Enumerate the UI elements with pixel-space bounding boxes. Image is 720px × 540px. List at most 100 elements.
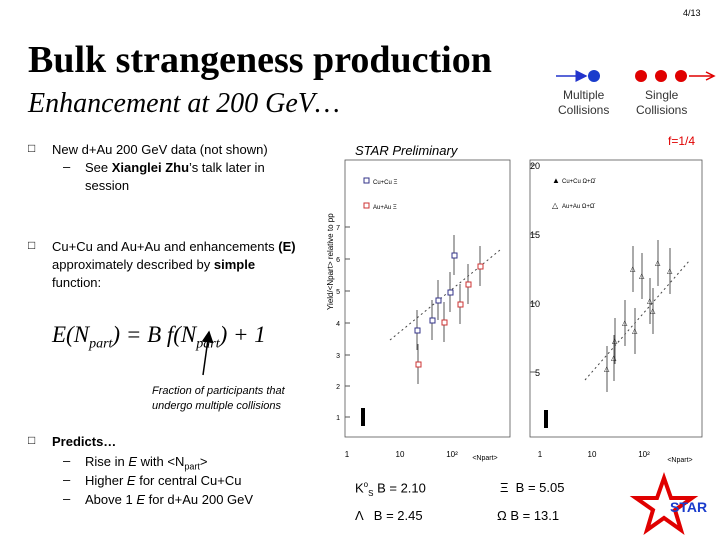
plot-frame [529, 159, 703, 438]
point: △ [604, 366, 610, 373]
x-tick-label: 10² [638, 450, 650, 459]
y-tick-label: 15 [530, 230, 540, 240]
preliminary: STAR Preliminary [355, 143, 458, 158]
sub-bullet: Rise in E with <Npart> [85, 453, 207, 476]
text: Higher [85, 473, 127, 488]
bullet: Predicts… [52, 433, 116, 451]
x-tick-label: 1 [345, 450, 350, 459]
sub-bullet: Above 1 E for d+Au 200 GeV [85, 491, 253, 509]
text: Cu+Cu and Au+Au and enhancements [52, 239, 279, 254]
dash: – [63, 159, 71, 174]
y-tick-label: 20 [530, 161, 540, 171]
legend-text: Au+Au Ω+Ω̄ [562, 204, 595, 210]
annotation: Fraction of participants that undergo mul… [152, 384, 285, 414]
point [415, 361, 422, 368]
text: part [184, 461, 200, 472]
sub-bullet: Higher E for central Cu+Cu [85, 472, 241, 490]
dash: – [63, 491, 71, 506]
x-tick-label: 10 [588, 450, 597, 459]
legend-text: Au+Au Ξ [373, 205, 397, 211]
point: △ [622, 320, 628, 327]
point [441, 319, 448, 326]
point: △ [612, 338, 618, 345]
text: Λ [355, 508, 363, 523]
y-tick-label: 7 [336, 225, 340, 232]
text: for central Cu+Cu [135, 473, 242, 488]
text: Collisions [558, 103, 610, 117]
legend-symbol [363, 177, 370, 184]
legend-symbol: △ [552, 201, 559, 210]
point [447, 289, 454, 296]
bullet-box: □ [28, 238, 36, 252]
text: S [368, 488, 374, 498]
text: B = 13.1 [506, 508, 560, 523]
point [465, 281, 472, 288]
text: for d+Au 200 GeV [145, 492, 254, 507]
y-tick-label: 5 [336, 289, 340, 296]
point [451, 252, 458, 259]
circle [675, 70, 687, 82]
legend-text: Cu+Cu Ω+Ω̄ [562, 179, 596, 185]
text: undergo multiple collisions [152, 400, 282, 412]
y-tick-label: 1 [336, 415, 340, 422]
bullet-box: □ [28, 433, 36, 447]
bullet: New d+Au 200 GeV data (not shown) [52, 141, 312, 159]
legend-single: Single Collisions [636, 88, 687, 118]
text: Rise in [85, 454, 129, 469]
y-label: Yield/<Npart> relative to pp [326, 213, 335, 310]
species-label: Λ B = 2.45 [355, 508, 423, 523]
point: △ [630, 266, 636, 273]
point [477, 263, 484, 270]
circle [588, 70, 600, 82]
dash: – [63, 472, 71, 487]
marker [544, 410, 548, 428]
x-tick-label: 10 [396, 450, 405, 459]
x-label: <Npart> [667, 457, 692, 464]
text: (E) [278, 239, 296, 254]
y-tick-label: 3 [336, 353, 340, 360]
point: △ [667, 268, 673, 275]
text: B = 2.45 [362, 508, 423, 523]
text: part [89, 336, 113, 352]
bullet-box: □ [28, 141, 36, 155]
trend-line [584, 259, 691, 381]
point [429, 317, 436, 324]
text: E [126, 473, 136, 488]
text: B = 5.05 [508, 480, 565, 495]
species-label: Ξ B = 5.05 [500, 480, 564, 495]
text: Xianglei Zhu [111, 160, 190, 175]
logo-star [629, 471, 699, 535]
point: △ [639, 273, 645, 280]
point: △ [655, 260, 661, 267]
text: B = 2.10 [373, 480, 426, 496]
logo-text: STAR [670, 499, 708, 515]
title: Bulk strangeness production [28, 39, 492, 81]
formula: E(Npart) = B f(Npart) + 1 [52, 322, 266, 353]
text: New d+Au 200 GeV data (not shown) [52, 142, 268, 157]
sub-bullet: See Xianglei Zhu’s talk later in session [85, 159, 285, 195]
point: △ [650, 308, 656, 315]
text: ) = B f(N [112, 322, 197, 347]
species-label: Ω B = 13.1 [497, 508, 559, 523]
point: △ [647, 298, 653, 305]
text: Predicts… [52, 434, 117, 449]
text: Fraction of participants that [152, 385, 285, 397]
legend-symbol: ▲ [552, 176, 560, 185]
y-tick-label: 2 [336, 384, 340, 391]
text: Multiple [563, 88, 605, 102]
y-tick-label: 5 [535, 368, 540, 378]
text: Single [645, 88, 679, 102]
text: o [363, 480, 369, 489]
dash: – [63, 453, 71, 468]
text: ’s talk later in session [85, 160, 265, 193]
legend-multiple: Multiple Collisions [558, 88, 609, 118]
text: function: [52, 275, 102, 290]
species-label: KoS B = 2.10 [355, 480, 426, 498]
legend-text: Cu+Cu Ξ [373, 180, 398, 186]
text: Ξ [500, 480, 509, 495]
text: part [196, 336, 220, 352]
text: with <N [137, 454, 185, 469]
text: simple [213, 257, 256, 272]
point [435, 297, 442, 304]
